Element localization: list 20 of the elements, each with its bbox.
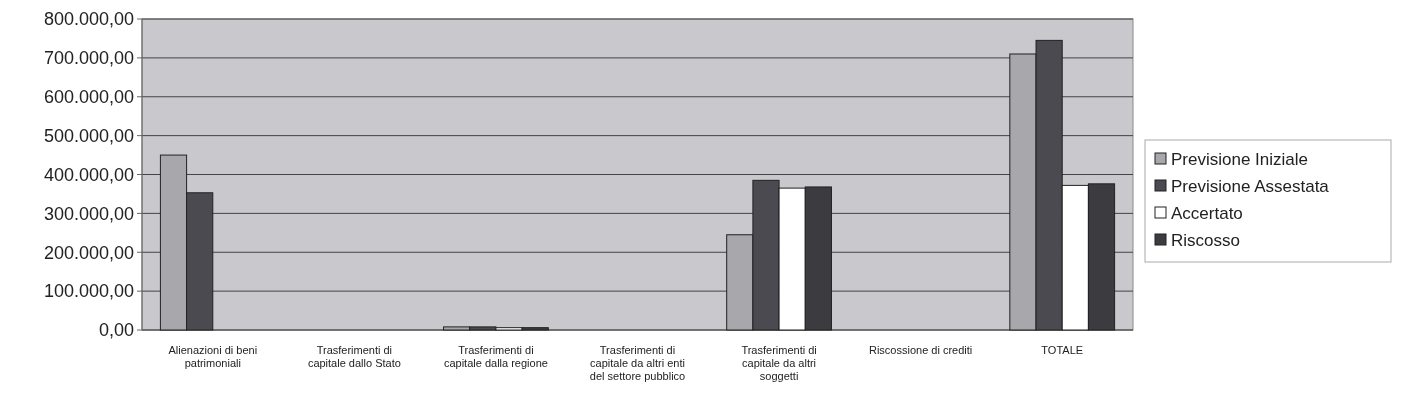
y-tick-label: 200.000,00 [43,242,134,263]
y-tick-label: 500.000,00 [43,125,134,146]
legend-label: Accertato [1171,203,1243,223]
y-tick-label: 700.000,00 [43,48,134,69]
y-tick-label: 300.000,00 [43,203,134,224]
x-tick-label: Trasferimenti di capitale dalla regione [443,344,548,369]
y-tick-label: 600.000,00 [43,87,134,108]
x-tick-label: Riscossione di crediti [868,344,973,356]
legend-label: Previsione Iniziale [1171,149,1309,169]
legend-label: Previsione Assestata [1171,176,1330,196]
x-tick-label: Alienazioni di beni patrimoniali [168,344,258,369]
y-tick-label: 0,00 [98,320,134,341]
x-tick-label: TOTALE [1041,344,1084,356]
legend-label: Riscosso [1171,230,1240,250]
y-tick-label: 400.000,00 [43,164,134,185]
x-tick-label: Trasferimenti di capitale da altri soggetti [741,344,817,382]
x-tick-label: Trasferimenti di capitale da altri enti del settore pubblico [589,344,686,382]
x-tick-label: Trasferimenti di capitale dallo Stato [307,344,401,369]
y-tick-label: 800.000,00 [43,9,134,30]
y-tick-label: 100.000,00 [43,281,134,302]
